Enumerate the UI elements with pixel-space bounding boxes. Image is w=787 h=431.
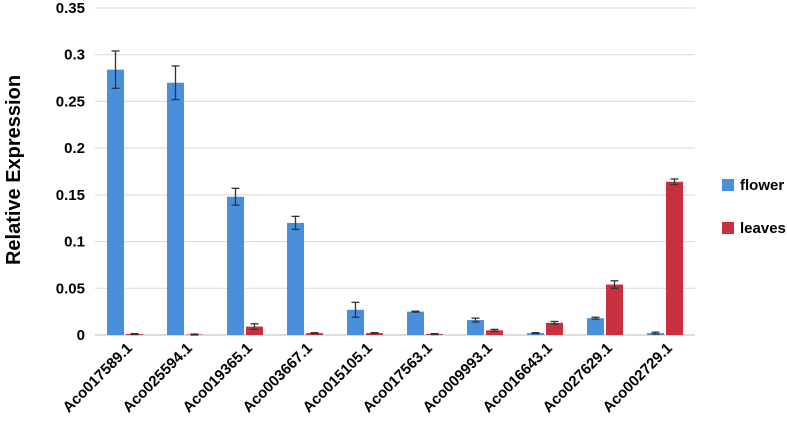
y-tick-label: 0.3 (64, 47, 85, 64)
y-axis-title: Relative Expression (3, 75, 25, 265)
bar (227, 197, 244, 335)
bar (606, 285, 623, 335)
y-tick-label: 0.2 (64, 140, 85, 157)
bar (107, 70, 124, 335)
error-bar (532, 333, 540, 334)
error-bar (371, 333, 379, 334)
bar (587, 318, 604, 335)
legend-label: flower (740, 177, 784, 194)
bar (407, 312, 424, 335)
y-tick-label: 0.35 (56, 0, 85, 17)
error-bar (412, 311, 420, 312)
y-tick-label: 0.15 (56, 187, 85, 204)
error-bar (191, 334, 199, 335)
y-tick-label: 0 (77, 327, 85, 344)
y-tick-label: 0.25 (56, 93, 85, 110)
error-bar (431, 334, 439, 335)
error-bar (131, 334, 139, 335)
bar (666, 182, 683, 335)
error-bar (491, 329, 499, 331)
bar (167, 83, 184, 335)
y-tick-label: 0.05 (56, 280, 85, 297)
legend-swatch (722, 179, 734, 191)
error-bar (311, 333, 319, 334)
y-tick-label: 0.1 (64, 234, 85, 251)
legend-label: leaves (740, 220, 786, 237)
bar (287, 223, 304, 335)
error-bar (652, 332, 660, 334)
legend-swatch (722, 222, 734, 234)
